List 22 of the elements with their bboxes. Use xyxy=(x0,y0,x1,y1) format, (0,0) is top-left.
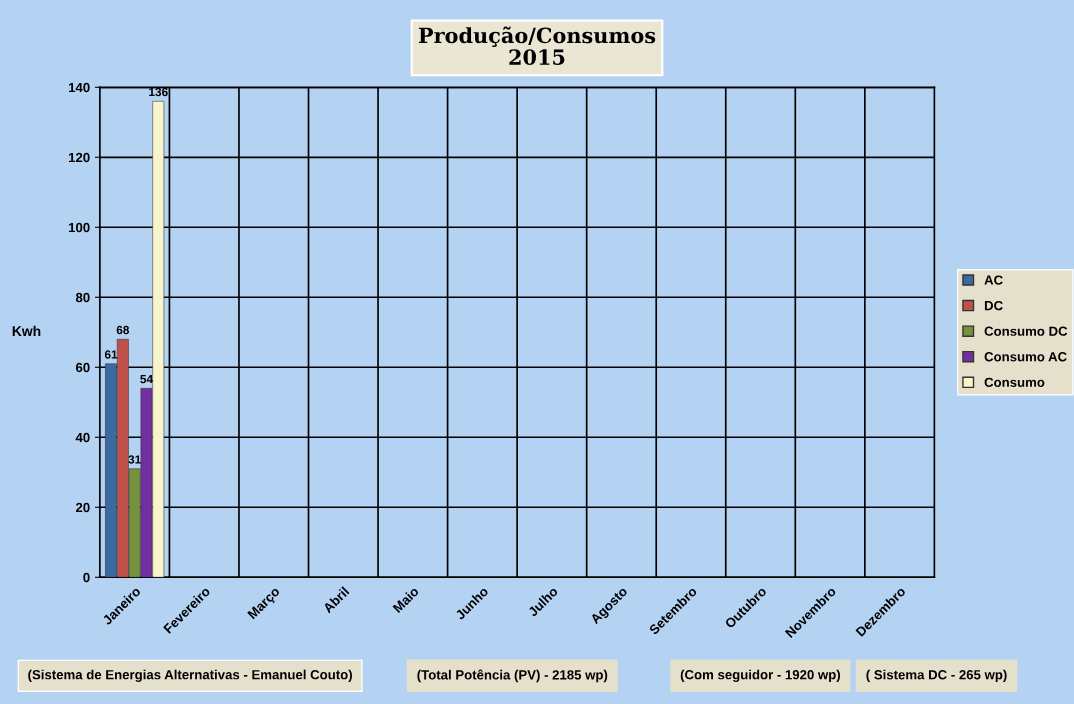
y-tick-label: 140 xyxy=(68,82,90,93)
legend-label: Consumo xyxy=(984,377,1045,387)
y-tick-label: 80 xyxy=(75,292,90,303)
text: ( Sistema DC - 265 wp) xyxy=(866,669,1007,682)
text: (Sistema de Energias Alternativas - Emanuel Couto) xyxy=(28,669,352,683)
y-tick-label: 40 xyxy=(75,432,90,443)
text: (Com seguidor - 1920 wp) xyxy=(680,669,841,683)
legend-label: Consumo DC xyxy=(984,326,1068,336)
legend-label: AC xyxy=(984,275,1003,285)
y-tick-label: 100 xyxy=(68,222,90,233)
y-tick-label: 0 xyxy=(83,572,90,583)
data-label: 68 xyxy=(116,325,130,335)
chart-title: Produção/Consumos 2015 xyxy=(418,26,656,65)
legend-label: DC xyxy=(984,300,1003,311)
data-label: 54 xyxy=(140,374,153,384)
data-label: 136 xyxy=(149,87,168,97)
legend-label: Consumo AC xyxy=(984,352,1067,362)
text: (Total Potência (PV) - 2185 wp) xyxy=(417,669,608,683)
y-axis-title: Kwh xyxy=(12,325,41,336)
y-tick-label: 60 xyxy=(75,362,90,373)
y-tick-label: 20 xyxy=(75,502,90,513)
y-tick-label: 120 xyxy=(68,152,90,163)
